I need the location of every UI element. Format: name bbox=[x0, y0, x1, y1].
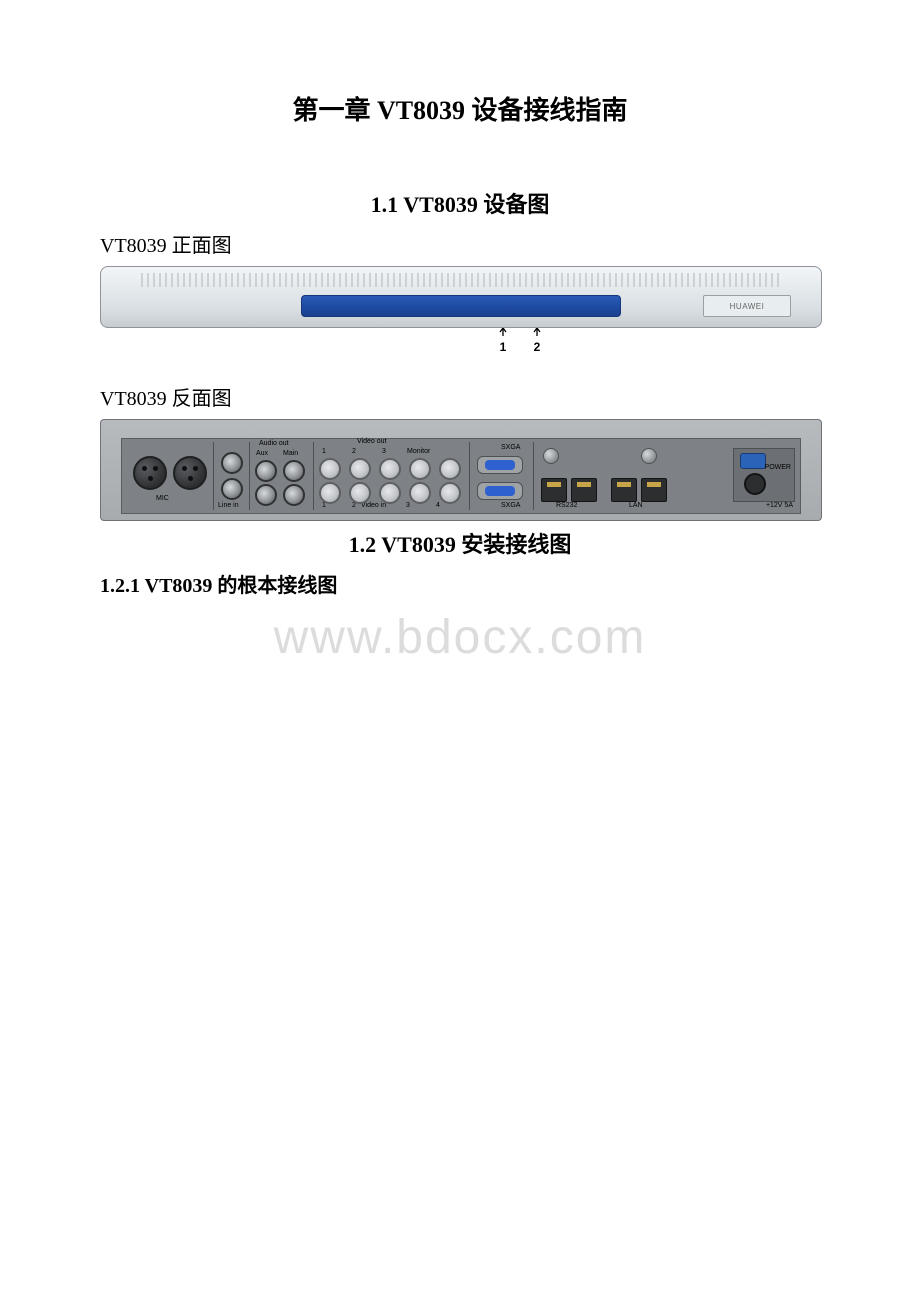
rca-vo-monitor2 bbox=[439, 458, 461, 480]
power-din bbox=[744, 473, 766, 495]
vga-sxga-bottom bbox=[477, 482, 523, 500]
rj45-rs232-2 bbox=[571, 478, 597, 502]
front-vents bbox=[141, 273, 781, 287]
rca-vo-monitor1 bbox=[409, 458, 431, 480]
label-rs232: RS232 bbox=[556, 502, 577, 509]
expansion-screw-right bbox=[641, 448, 657, 464]
expansion-screw-left bbox=[543, 448, 559, 464]
divider-1 bbox=[213, 442, 214, 510]
label-mic: MIC bbox=[156, 495, 169, 502]
front-marker-1-label: 1 bbox=[500, 340, 507, 354]
label-sxga-bottom: SXGA bbox=[501, 502, 520, 509]
rca-vo-3 bbox=[379, 458, 401, 480]
label-vo-1: 1 bbox=[322, 448, 326, 455]
label-vi-4: 4 bbox=[436, 502, 440, 509]
label-voltage: +12V 5A bbox=[766, 502, 793, 509]
front-marker-1: 1 bbox=[498, 328, 508, 354]
rj45-rs232-1 bbox=[541, 478, 567, 502]
label-monitor: Monitor bbox=[407, 448, 430, 455]
rca-vi-3 bbox=[409, 482, 431, 504]
label-aux: Aux bbox=[256, 450, 268, 457]
xlr-mic-2 bbox=[173, 456, 207, 490]
front-markers: 1 2 bbox=[100, 328, 820, 352]
label-videoout: Video out bbox=[357, 438, 386, 445]
divider-2 bbox=[249, 442, 250, 510]
rca-vi-1 bbox=[319, 482, 341, 504]
xlr-mic-1 bbox=[133, 456, 167, 490]
label-vi-3: 3 bbox=[406, 502, 410, 509]
divider-4 bbox=[469, 442, 470, 510]
label-main: Main bbox=[283, 450, 298, 457]
front-marker-2: 2 bbox=[532, 328, 542, 354]
rca-vi-4 bbox=[439, 482, 461, 504]
rca-main-bottom bbox=[283, 484, 305, 506]
rj45-lan-2 bbox=[641, 478, 667, 502]
front-device-figure: HUAWEI 1 2 bbox=[100, 266, 820, 352]
label-sxga-top: SXGA bbox=[501, 444, 520, 451]
rj45-lan-1 bbox=[611, 478, 637, 502]
power-block bbox=[733, 448, 795, 502]
front-caption: VT8039 正面图 bbox=[100, 229, 820, 258]
section-1-title: 1.1 VT8039 设备图 bbox=[100, 187, 820, 219]
divider-5 bbox=[533, 442, 534, 510]
rca-vi-2 bbox=[349, 482, 371, 504]
section-2-title: 1.2 VT8039 安装接线图 bbox=[100, 527, 820, 559]
rca-vo-1 bbox=[319, 458, 341, 480]
rca-vi-mid bbox=[379, 482, 401, 504]
rca-aux-top bbox=[255, 460, 277, 482]
front-device-chassis: HUAWEI bbox=[100, 266, 822, 328]
label-linein: Line in bbox=[218, 502, 239, 509]
rca-main-top bbox=[283, 460, 305, 482]
vga-sxga-top bbox=[477, 456, 523, 474]
rca-aux-bottom bbox=[255, 484, 277, 506]
front-brand-badge: HUAWEI bbox=[703, 295, 791, 317]
label-vo-3: 3 bbox=[382, 448, 386, 455]
rca-linein-bottom bbox=[221, 478, 243, 500]
power-switch bbox=[740, 453, 766, 469]
front-blue-tray bbox=[301, 295, 621, 317]
label-videoin: Video in bbox=[361, 502, 386, 509]
subsection-2-1-title: 1.2.1 VT8039 的根本接线图 bbox=[100, 569, 820, 598]
divider-3 bbox=[313, 442, 314, 510]
label-lan: LAN bbox=[629, 502, 643, 509]
label-audioout: Audio out bbox=[259, 440, 289, 447]
rear-caption: VT8039 反面图 bbox=[100, 382, 820, 411]
label-power: POWER bbox=[765, 464, 791, 471]
rca-vo-2 bbox=[349, 458, 371, 480]
watermark: www.bdocx.com bbox=[0, 610, 920, 665]
chapter-title: 第一章 VT8039 设备接线指南 bbox=[100, 90, 820, 127]
front-marker-2-label: 2 bbox=[534, 340, 541, 354]
rca-linein-top bbox=[221, 452, 243, 474]
label-vo-2: 2 bbox=[352, 448, 356, 455]
rear-device-figure: MIC Line in Audio out Aux Main Video out bbox=[100, 419, 820, 521]
rear-device-chassis: MIC Line in Audio out Aux Main Video out bbox=[100, 419, 822, 521]
